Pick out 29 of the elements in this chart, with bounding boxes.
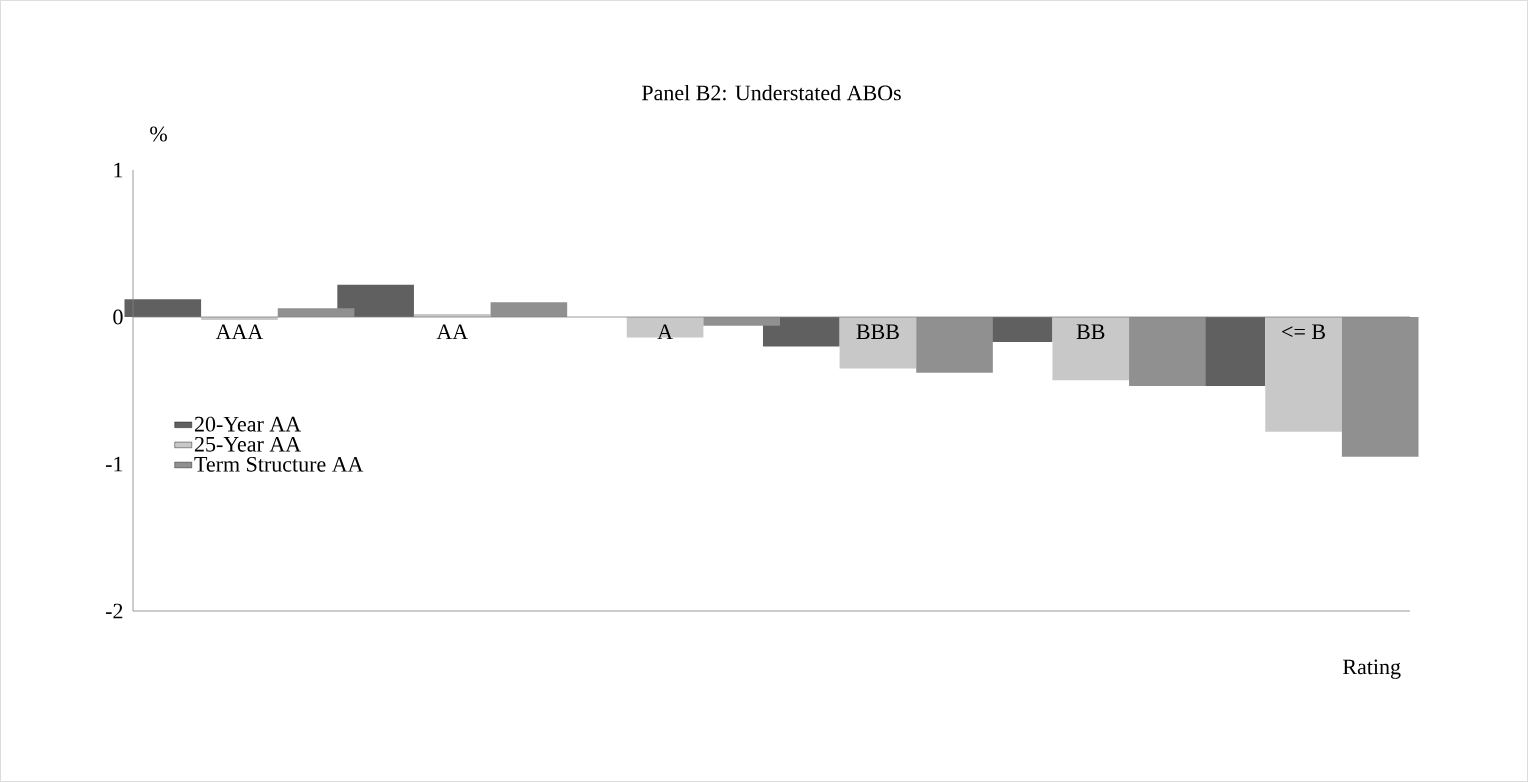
x-tick-label: BB: [1076, 324, 1105, 339]
bar: [1341, 317, 1419, 457]
bar: [124, 299, 202, 317]
bar: [490, 302, 568, 317]
legend-label: 25-Year AA: [194, 436, 301, 452]
x-tick-label: AA: [436, 324, 468, 340]
x-tick-label: <= B: [1282, 324, 1325, 339]
y-tick-label: -2: [105, 603, 123, 619]
x-tick-label: BBB: [856, 324, 899, 339]
bar: [839, 317, 917, 369]
bar: [916, 317, 993, 373]
bar: [762, 317, 840, 347]
bar: [1129, 317, 1206, 387]
y-tick-label: 0: [113, 309, 123, 325]
bar: [1052, 317, 1130, 381]
chart-title: Panel B2: Understated ABOs: [641, 84, 901, 101]
y-tick-label: 1: [114, 162, 123, 178]
bar: [337, 284, 414, 317]
bar: [626, 317, 704, 338]
x-tick-label: AAA: [215, 324, 264, 340]
y-tick-label: -1: [105, 456, 123, 472]
x-tick-label: A: [657, 324, 673, 340]
bar: [1265, 317, 1342, 432]
y-axis-title: %: [150, 126, 167, 142]
bar: [703, 317, 781, 326]
x-axis-title: Rating: [1342, 659, 1401, 679]
bar: [277, 308, 355, 317]
legend-label: 20-Year AA: [194, 416, 301, 432]
legend-label: Term Structure AA: [194, 456, 364, 472]
